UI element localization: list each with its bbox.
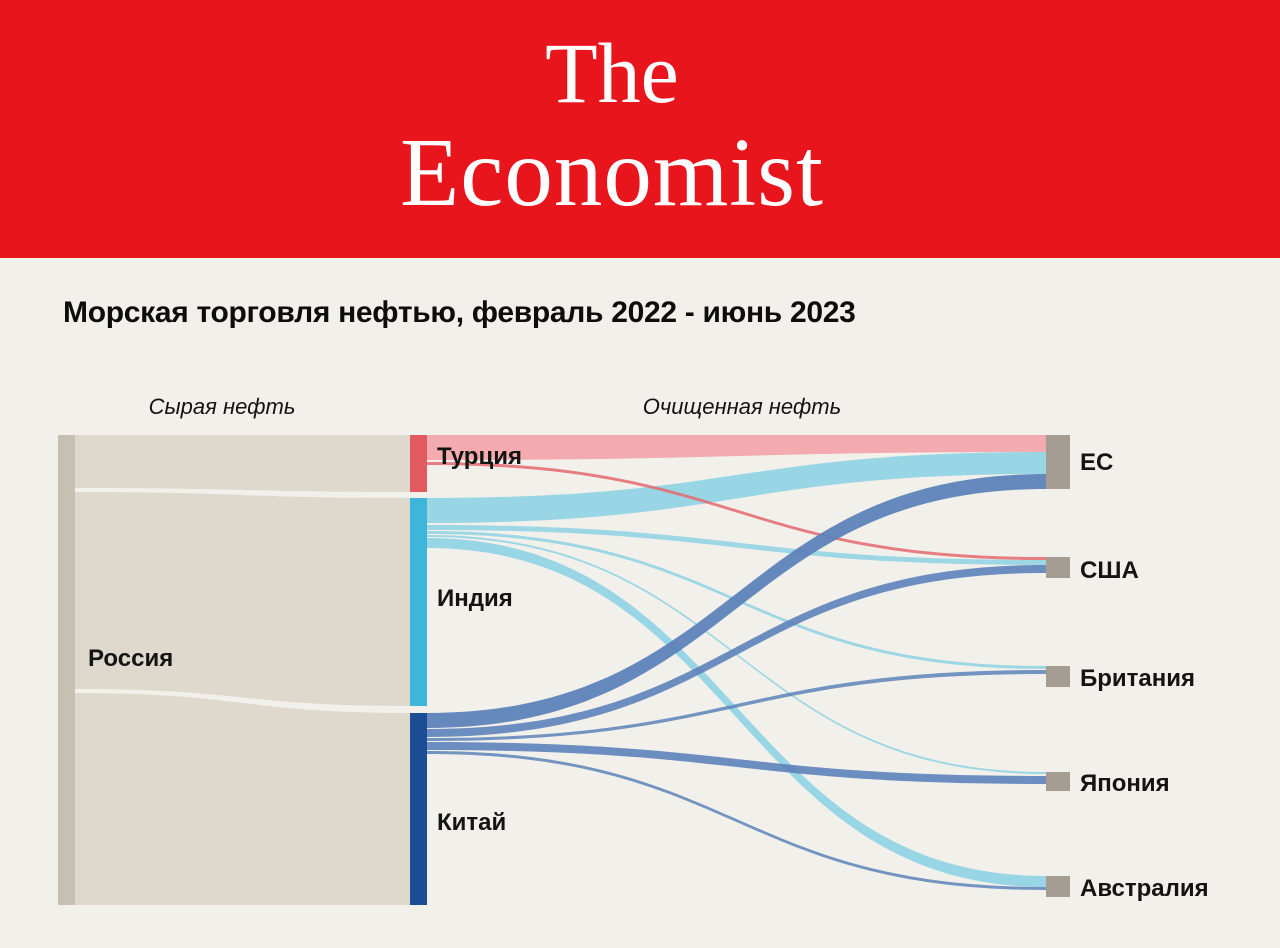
node-usa xyxy=(1046,557,1070,578)
node-australia xyxy=(1046,876,1070,897)
column-label-1: Очищенная нефть xyxy=(643,394,841,419)
node-label-china: Китай xyxy=(437,809,506,836)
logo-the: The xyxy=(545,24,679,121)
flow-russia-china xyxy=(75,693,410,905)
flow-china-australia xyxy=(427,751,1046,890)
flow-china-britain xyxy=(427,670,1046,741)
node-turkey xyxy=(410,435,427,492)
flow-russia-india xyxy=(75,492,410,706)
chart-title: Морская торговля нефтью, февраль 2022 - … xyxy=(63,296,856,329)
flow-india-eu xyxy=(427,452,1046,523)
node-label-india: Индия xyxy=(437,585,513,612)
logo-economist: Economist xyxy=(400,118,824,226)
node-label-britain: Британия xyxy=(1080,665,1195,692)
flow-china-eu xyxy=(427,474,1046,728)
node-russia xyxy=(58,435,75,905)
node-india xyxy=(410,498,427,706)
flow-india-australia xyxy=(427,538,1046,887)
node-japan xyxy=(1046,772,1070,791)
node-label-turkey: Турция xyxy=(437,443,522,470)
node-eu xyxy=(1046,435,1070,489)
column-label-0: Сырая нефть xyxy=(149,394,296,419)
economist-banner: The Economist xyxy=(0,0,1280,258)
node-label-russia: Россия xyxy=(88,645,173,672)
flow-india-usa xyxy=(427,525,1046,565)
flow-china-japan xyxy=(427,742,1046,784)
node-label-usa: США xyxy=(1080,557,1139,584)
node-label-japan: Япония xyxy=(1080,770,1170,797)
flow-russia-turkey xyxy=(75,435,410,492)
node-label-eu: ЕС xyxy=(1080,449,1113,476)
node-china xyxy=(410,713,427,905)
flow-turkey-usa xyxy=(427,462,1046,560)
flow-china-usa xyxy=(427,565,1046,737)
economist-logo: The Economist xyxy=(400,30,824,221)
node-label-australia: Австралия xyxy=(1080,875,1209,902)
node-britain xyxy=(1046,666,1070,687)
flow-turkey-eu xyxy=(427,435,1046,460)
